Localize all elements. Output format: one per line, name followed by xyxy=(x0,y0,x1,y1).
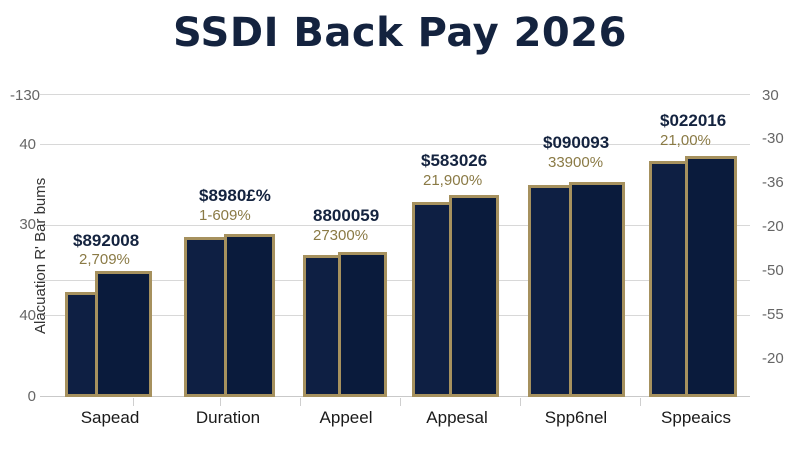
x-axis-baseline xyxy=(40,396,750,397)
bar-series-a[interactable] xyxy=(412,202,452,397)
bar-series-b[interactable] xyxy=(685,156,737,397)
y-tick-right: -36 xyxy=(762,174,784,191)
value-label: $022016 xyxy=(660,111,727,130)
y-tick-left: -130 xyxy=(10,87,41,104)
bar-series-b[interactable] xyxy=(224,234,275,397)
x-label: Spp6nel xyxy=(544,408,608,427)
percent-label: 2,709% xyxy=(79,251,130,268)
chart-title: SSDI Back Pay 2026 xyxy=(173,10,627,56)
value-label: $8980£% xyxy=(199,186,271,205)
y-tick-right: 30 xyxy=(762,87,779,104)
gridline xyxy=(40,280,750,281)
x-label: Duration xyxy=(195,408,261,427)
gridline xyxy=(40,94,750,95)
x-tick xyxy=(133,398,134,406)
percent-label: 21,900% xyxy=(423,172,483,189)
x-label: Sppeaics xyxy=(661,408,731,427)
y-tick-left: 40 xyxy=(19,307,36,324)
x-tick xyxy=(520,398,521,406)
gridline xyxy=(40,315,750,316)
bar-series-a[interactable] xyxy=(65,292,98,397)
x-tick xyxy=(300,398,301,406)
bar-series-a[interactable] xyxy=(649,161,689,397)
x-tick xyxy=(220,398,221,406)
value-label: $090093 xyxy=(543,133,610,152)
bar-series-b[interactable] xyxy=(95,271,152,397)
bar-series-b[interactable] xyxy=(449,195,499,397)
bar-series-b[interactable] xyxy=(338,252,387,397)
percent-label: 27300% xyxy=(313,227,369,244)
y-tick-right: -20 xyxy=(762,218,784,235)
y-tick-right: -20 xyxy=(762,350,784,367)
y-tick-left: 30 xyxy=(19,216,36,233)
y-tick-left: 0 xyxy=(27,388,36,405)
bar-series-a[interactable] xyxy=(184,237,227,397)
percent-label: 33900% xyxy=(548,154,604,171)
y-tick-left: 40 xyxy=(19,136,36,153)
percent-label: 1-609% xyxy=(199,207,251,224)
plot-area: -130 40 30 40 0 30 -30 -36 -20 -50 -55 -… xyxy=(10,87,784,405)
bar-series-a[interactable] xyxy=(528,185,572,397)
value-label: 8800059 xyxy=(313,206,380,225)
bar-series-b[interactable] xyxy=(569,182,625,397)
percent-label: 21,00% xyxy=(660,132,711,149)
x-tick xyxy=(400,398,401,406)
gridline xyxy=(40,144,750,145)
y-tick-right: -55 xyxy=(762,306,784,323)
y-tick-right: -30 xyxy=(762,130,784,147)
value-label: $892008 xyxy=(73,231,140,250)
x-label: Appeel xyxy=(319,408,373,427)
y-tick-right: -50 xyxy=(762,262,784,279)
x-label: Appesal xyxy=(426,408,488,427)
y-axis-label: Alacuation R' Bar bums xyxy=(32,177,49,334)
bar-series-a[interactable] xyxy=(303,255,341,397)
x-tick xyxy=(640,398,641,406)
gridline xyxy=(40,225,750,226)
value-label: $583026 xyxy=(421,151,488,170)
x-label: Sapead xyxy=(80,408,140,427)
